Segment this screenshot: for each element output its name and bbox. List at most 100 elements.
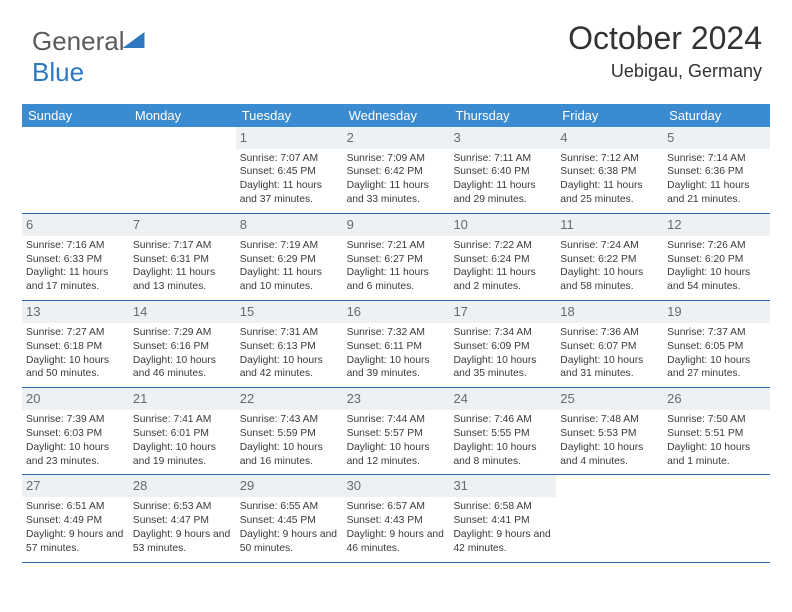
calendar-day-cell: 6Sunrise: 7:16 AMSunset: 6:33 PMDaylight… <box>22 214 129 300</box>
sunrise-text: Sunrise: 7:16 AM <box>26 239 125 253</box>
day-number: 7 <box>129 214 236 236</box>
calendar-day-cell: 10Sunrise: 7:22 AMSunset: 6:24 PMDayligh… <box>449 214 556 300</box>
calendar-day-cell: 27 Sunrise: 6:51 AMSunset: 4:49 PMDayligh… <box>22 475 129 561</box>
daylight-text: Daylight: 11 hours and 17 minutes. <box>26 266 125 294</box>
sunrise-text: Sunrise: 7:36 AM <box>560 326 659 340</box>
sunrise-text: Sunrise: 6:53 AM <box>133 500 232 514</box>
calendar-day-cell: 19Sunrise: 7:37 AMSunset: 6:05 PMDayligh… <box>663 301 770 387</box>
calendar-day-cell: 18Sunrise: 7:36 AMSunset: 6:07 PMDayligh… <box>556 301 663 387</box>
daylight-text: Daylight: 11 hours and 2 minutes. <box>453 266 552 294</box>
sunset-text: Sunset: 6:38 PM <box>560 165 659 179</box>
sunrise-text: Sunrise: 7:34 AM <box>453 326 552 340</box>
sunset-text: Sunset: 4:49 PM <box>26 514 125 528</box>
sunrise-text: Sunrise: 7:50 AM <box>667 413 766 427</box>
sunset-text: Sunset: 6:03 PM <box>26 427 125 441</box>
day-number: 25 <box>556 388 663 410</box>
calendar-day-cell: 24Sunrise: 7:46 AMSunset: 5:55 PMDayligh… <box>449 388 556 474</box>
calendar-day-cell: . <box>129 127 236 213</box>
sunset-text: Sunset: 6:22 PM <box>560 253 659 267</box>
calendar-header-row: Sunday Monday Tuesday Wednesday Thursday… <box>22 104 770 127</box>
day-header: Tuesday <box>236 104 343 127</box>
sunrise-text: Sunrise: 7:41 AM <box>133 413 232 427</box>
day-number: 10 <box>449 214 556 236</box>
sunset-text: Sunset: 6:16 PM <box>133 340 232 354</box>
calendar-day-cell: 26Sunrise: 7:50 AMSunset: 5:51 PMDayligh… <box>663 388 770 474</box>
brand-part2: Blue <box>32 57 84 87</box>
calendar-day-cell: 31Sunrise: 6:58 AMSunset: 4:41 PMDayligh… <box>449 475 556 561</box>
sunset-text: Sunset: 6:09 PM <box>453 340 552 354</box>
sunset-text: Sunset: 5:55 PM <box>453 427 552 441</box>
day-header: Wednesday <box>343 104 450 127</box>
day-number: 2 <box>343 127 450 149</box>
day-number: 3 <box>449 127 556 149</box>
daylight-text: Daylight: 11 hours and 37 minutes. <box>240 179 339 207</box>
day-number: 9 <box>343 214 450 236</box>
brand-triangle-icon <box>123 32 145 48</box>
calendar-day-cell: 11Sunrise: 7:24 AMSunset: 6:22 PMDayligh… <box>556 214 663 300</box>
day-header: Friday <box>556 104 663 127</box>
sunset-text: Sunset: 4:41 PM <box>453 514 552 528</box>
day-number: 22 <box>236 388 343 410</box>
daylight-text: Daylight: 10 hours and 1 minute. <box>667 441 766 469</box>
sunrise-text: Sunrise: 7:24 AM <box>560 239 659 253</box>
sunrise-text: Sunrise: 7:48 AM <box>560 413 659 427</box>
calendar-day-cell: 3Sunrise: 7:11 AMSunset: 6:40 PMDaylight… <box>449 127 556 213</box>
sunset-text: Sunset: 6:11 PM <box>347 340 446 354</box>
day-number: 14 <box>129 301 236 323</box>
calendar-day-cell: 12Sunrise: 7:26 AMSunset: 6:20 PMDayligh… <box>663 214 770 300</box>
day-number: 15 <box>236 301 343 323</box>
sunrise-text: Sunrise: 6:57 AM <box>347 500 446 514</box>
daylight-text: Daylight: 10 hours and 19 minutes. <box>133 441 232 469</box>
day-number: 17 <box>449 301 556 323</box>
calendar-day-cell: 29Sunrise: 6:55 AMSunset: 4:45 PMDayligh… <box>236 475 343 561</box>
daylight-text: Daylight: 9 hours and 57 minutes. <box>26 528 125 556</box>
day-header: Sunday <box>22 104 129 127</box>
sunset-text: Sunset: 6:01 PM <box>133 427 232 441</box>
day-number: 12 <box>663 214 770 236</box>
calendar-day-cell: 8Sunrise: 7:19 AMSunset: 6:29 PMDaylight… <box>236 214 343 300</box>
sunset-text: Sunset: 6:29 PM <box>240 253 339 267</box>
daylight-text: Daylight: 11 hours and 10 minutes. <box>240 266 339 294</box>
calendar-day-cell: 1Sunrise: 7:07 AMSunset: 6:45 PMDaylight… <box>236 127 343 213</box>
calendar-day-cell: 30 Sunrise: 6:57 AMSunset: 4:43 PMDayligh… <box>343 475 450 561</box>
daylight-text: Daylight: 10 hours and 27 minutes. <box>667 354 766 382</box>
sunrise-text: Sunrise: 6:55 AM <box>240 500 339 514</box>
day-number: 1 <box>236 127 343 149</box>
calendar-day-cell: 23Sunrise: 7:44 AMSunset: 5:57 PMDayligh… <box>343 388 450 474</box>
sunrise-text: Sunrise: 7:17 AM <box>133 239 232 253</box>
daylight-text: Daylight: 10 hours and 8 minutes. <box>453 441 552 469</box>
sunrise-text: Sunrise: 7:21 AM <box>347 239 446 253</box>
day-number: 30 <box>343 475 450 497</box>
day-number: 5 <box>663 127 770 149</box>
sunrise-text: Sunrise: 7:46 AM <box>453 413 552 427</box>
daylight-text: Daylight: 10 hours and 4 minutes. <box>560 441 659 469</box>
sunrise-text: Sunrise: 7:31 AM <box>240 326 339 340</box>
calendar-day-cell: 17Sunrise: 7:34 AMSunset: 6:09 PMDayligh… <box>449 301 556 387</box>
sunrise-text: Sunrise: 6:51 AM <box>26 500 125 514</box>
day-header: Thursday <box>449 104 556 127</box>
calendar-day-cell: 5Sunrise: 7:14 AMSunset: 6:36 PMDaylight… <box>663 127 770 213</box>
title-location: Uebigau, Germany <box>568 61 762 82</box>
day-number: 8 <box>236 214 343 236</box>
daylight-text: Daylight: 10 hours and 16 minutes. <box>240 441 339 469</box>
daylight-text: Daylight: 10 hours and 31 minutes. <box>560 354 659 382</box>
daylight-text: Daylight: 11 hours and 33 minutes. <box>347 179 446 207</box>
daylight-text: Daylight: 10 hours and 39 minutes. <box>347 354 446 382</box>
day-number: 19 <box>663 301 770 323</box>
sunrise-text: Sunrise: 7:07 AM <box>240 152 339 166</box>
sunset-text: Sunset: 4:43 PM <box>347 514 446 528</box>
daylight-text: Daylight: 10 hours and 23 minutes. <box>26 441 125 469</box>
day-number: 27 <box>22 475 129 497</box>
sunrise-text: Sunrise: 7:27 AM <box>26 326 125 340</box>
daylight-text: Daylight: 11 hours and 29 minutes. <box>453 179 552 207</box>
daylight-text: Daylight: 9 hours and 42 minutes. <box>453 528 552 556</box>
calendar-day-cell: 16Sunrise: 7:32 AMSunset: 6:11 PMDayligh… <box>343 301 450 387</box>
sunrise-text: Sunrise: 7:37 AM <box>667 326 766 340</box>
calendar-day-cell: 7Sunrise: 7:17 AMSunset: 6:31 PMDaylight… <box>129 214 236 300</box>
day-header: Monday <box>129 104 236 127</box>
calendar-day-cell: 21Sunrise: 7:41 AMSunset: 6:01 PMDayligh… <box>129 388 236 474</box>
calendar-day-cell: 22Sunrise: 7:43 AMSunset: 5:59 PMDayligh… <box>236 388 343 474</box>
daylight-text: Daylight: 9 hours and 46 minutes. <box>347 528 446 556</box>
sunrise-text: Sunrise: 7:44 AM <box>347 413 446 427</box>
sunset-text: Sunset: 6:36 PM <box>667 165 766 179</box>
